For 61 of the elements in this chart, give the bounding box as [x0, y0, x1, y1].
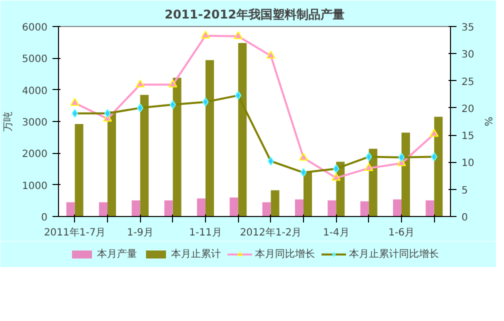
y-tick-label: 3000 [22, 118, 48, 128]
bar [328, 200, 336, 216]
y2-tick-label: 0 [462, 212, 468, 224]
point [201, 30, 210, 39]
bar [132, 200, 140, 216]
y2-tick-label: 5 [462, 185, 468, 196]
y-tick-label: 0 [41, 212, 48, 224]
x-tick-label: 1-4月 [323, 228, 350, 238]
point [332, 172, 341, 181]
y-tick-label: 1000 [22, 180, 48, 192]
y2-axis-title: % [482, 116, 494, 126]
legend-label: 本月产量 [97, 248, 137, 261]
bar [360, 201, 369, 216]
y2-tick-label: 30 [462, 50, 474, 61]
bar [164, 200, 173, 216]
point [299, 152, 308, 161]
bar [434, 116, 443, 216]
y2-tick-label: 10 [462, 158, 474, 170]
bar [206, 60, 214, 216]
point [168, 79, 178, 88]
x-tick-label: 2011年1-7月 [44, 226, 106, 238]
bar [238, 42, 247, 216]
y-axis-title: 万吨 [2, 112, 14, 132]
point [70, 98, 80, 106]
y2-tick-label: 20 [462, 104, 474, 115]
bar [295, 199, 304, 216]
chart-title: 2011-2012年我国塑料制品产量 [164, 8, 344, 22]
legend-label: 本月同比增长 [255, 248, 315, 261]
point [234, 31, 243, 40]
point [364, 163, 374, 171]
bar [402, 132, 410, 216]
x-tick-label: 1-6月 [388, 228, 415, 238]
bar [393, 199, 402, 216]
bar [426, 200, 434, 216]
y-tick-label: 6000 [22, 22, 48, 34]
bar [74, 124, 84, 216]
bar [108, 111, 116, 216]
bar [140, 94, 149, 216]
bar [368, 148, 378, 216]
y-tick-label: 5000 [22, 54, 48, 66]
bar [270, 190, 280, 216]
bar [172, 78, 182, 216]
bar [304, 172, 312, 216]
y2-tick-label: 15 [462, 131, 474, 142]
y2-tick-label: 25 [462, 76, 474, 88]
bar [66, 202, 75, 216]
y-tick-label: 4000 [22, 86, 48, 97]
point [266, 50, 276, 59]
bar [99, 202, 108, 216]
y2-tick-label: 35 [462, 22, 474, 34]
bar [230, 198, 238, 216]
bar [197, 198, 206, 216]
legend-label: 本月止累计同比增长 [349, 248, 439, 261]
x-tick-label: 1-11月 [189, 228, 222, 238]
point [136, 79, 145, 88]
legend-label: 本月止累计 [171, 248, 221, 261]
point [430, 128, 439, 137]
y-tick-label: 2000 [22, 149, 48, 160]
x-tick-label: 2012年1-2月 [240, 226, 302, 238]
x-tick-label: 1-9月 [127, 228, 154, 238]
bar [262, 202, 271, 216]
